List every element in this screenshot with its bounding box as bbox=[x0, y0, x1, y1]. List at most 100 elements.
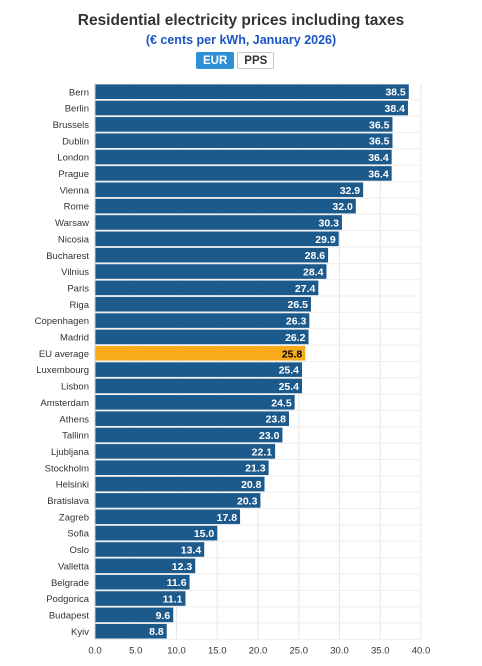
value-label: 28.4 bbox=[303, 267, 324, 279]
chart-subtitle: (€ cents per kWh, January 2026) bbox=[145, 33, 337, 47]
value-label: 28.6 bbox=[305, 250, 326, 262]
value-label: 20.3 bbox=[237, 495, 258, 507]
value-label: 12.3 bbox=[172, 561, 193, 573]
bar bbox=[95, 264, 327, 279]
value-label: 36.5 bbox=[369, 136, 390, 148]
category-label: Ljubljana bbox=[51, 447, 90, 458]
x-tick-label: 25.0 bbox=[290, 645, 309, 656]
bar bbox=[95, 542, 205, 557]
category-label: Brussels bbox=[53, 120, 90, 131]
category-label: Nicosia bbox=[58, 234, 90, 245]
x-tick-label: 35.0 bbox=[371, 645, 390, 656]
category-label: Bern bbox=[69, 87, 89, 98]
bar bbox=[95, 574, 190, 590]
value-label: 9.6 bbox=[156, 610, 171, 622]
value-label: 23.8 bbox=[266, 414, 287, 426]
category-label: Helsinki bbox=[56, 480, 89, 491]
category-label: Sofia bbox=[67, 529, 89, 540]
category-label: Copenhagen bbox=[35, 316, 89, 327]
category-label: Zagreb bbox=[59, 512, 89, 523]
value-label: 13.4 bbox=[181, 544, 202, 556]
bar bbox=[95, 444, 276, 459]
pps-toggle-button[interactable]: PPS bbox=[237, 52, 275, 69]
x-tick-label: 30.0 bbox=[330, 645, 349, 656]
bar bbox=[95, 525, 218, 541]
bar bbox=[95, 460, 269, 476]
category-label: Oslo bbox=[69, 545, 89, 556]
value-label: 8.8 bbox=[149, 626, 164, 638]
bar bbox=[95, 509, 241, 525]
x-tick-label: 0.0 bbox=[88, 645, 101, 656]
bar bbox=[95, 149, 392, 165]
bar bbox=[95, 591, 186, 606]
category-label: Amsterdam bbox=[40, 398, 89, 409]
value-label: 23.0 bbox=[259, 430, 280, 442]
value-label: 26.5 bbox=[288, 299, 309, 311]
category-label: Tallinn bbox=[62, 431, 89, 442]
x-tick-label: 15.0 bbox=[208, 645, 227, 656]
value-label: 38.5 bbox=[385, 87, 406, 99]
category-label: Podgorica bbox=[46, 594, 89, 605]
x-tick-label: 10.0 bbox=[167, 645, 186, 656]
category-label: Madrid bbox=[60, 333, 89, 344]
category-label: Kyiv bbox=[71, 627, 89, 638]
bar bbox=[95, 215, 342, 230]
bar bbox=[95, 133, 393, 149]
value-label: 32.9 bbox=[340, 185, 361, 197]
category-label: Prague bbox=[58, 169, 89, 180]
value-label: 15.0 bbox=[194, 528, 215, 540]
value-label: 36.4 bbox=[368, 168, 389, 180]
value-label: 25.4 bbox=[279, 365, 300, 377]
bar bbox=[95, 345, 306, 361]
value-label: 20.8 bbox=[241, 479, 262, 491]
bar bbox=[95, 476, 265, 492]
value-label: 27.4 bbox=[295, 283, 316, 295]
value-label: 36.5 bbox=[369, 119, 390, 131]
category-label: Budapest bbox=[49, 610, 90, 621]
bar bbox=[95, 313, 310, 328]
value-label: 38.4 bbox=[385, 103, 406, 115]
x-tick-label: 40.0 bbox=[412, 645, 431, 656]
value-label: 24.5 bbox=[271, 397, 292, 409]
bar bbox=[95, 84, 409, 99]
category-label: Belgrade bbox=[51, 578, 89, 589]
category-label: Rome bbox=[64, 202, 89, 213]
value-label: 17.8 bbox=[217, 512, 238, 524]
bar bbox=[95, 493, 261, 508]
bar bbox=[95, 607, 174, 623]
value-label: 22.1 bbox=[252, 446, 273, 458]
bar bbox=[95, 362, 303, 377]
value-label: 25.4 bbox=[279, 381, 300, 393]
x-tick-label: 5.0 bbox=[129, 645, 142, 656]
value-label: 25.8 bbox=[282, 348, 303, 360]
category-label: Dublin bbox=[62, 136, 89, 147]
eur-toggle-button[interactable]: EUR bbox=[196, 52, 235, 69]
category-label: Vilnius bbox=[61, 267, 89, 278]
category-label: Stockholm bbox=[45, 463, 89, 474]
bar bbox=[95, 329, 309, 345]
category-label: Luxembourg bbox=[36, 365, 89, 376]
value-label: 30.3 bbox=[319, 217, 340, 229]
bar bbox=[95, 395, 295, 410]
bar bbox=[95, 117, 393, 132]
category-label: EU average bbox=[39, 349, 89, 360]
category-label: London bbox=[57, 153, 89, 164]
bar bbox=[95, 166, 392, 181]
bar bbox=[95, 247, 329, 263]
bar bbox=[95, 198, 356, 214]
value-label: 36.4 bbox=[368, 152, 389, 164]
bar bbox=[95, 182, 364, 198]
bar bbox=[95, 280, 319, 296]
bar bbox=[95, 558, 196, 574]
value-label: 32.0 bbox=[332, 201, 353, 213]
bar bbox=[95, 378, 303, 394]
category-label: Valletta bbox=[58, 561, 90, 572]
category-label: Bratislava bbox=[47, 496, 89, 507]
bar bbox=[95, 296, 311, 312]
value-label: 21.3 bbox=[245, 463, 266, 475]
bar bbox=[95, 231, 339, 247]
value-label: 26.2 bbox=[285, 332, 306, 344]
x-tick-label: 20.0 bbox=[249, 645, 268, 656]
category-label: Berlin bbox=[65, 104, 89, 115]
